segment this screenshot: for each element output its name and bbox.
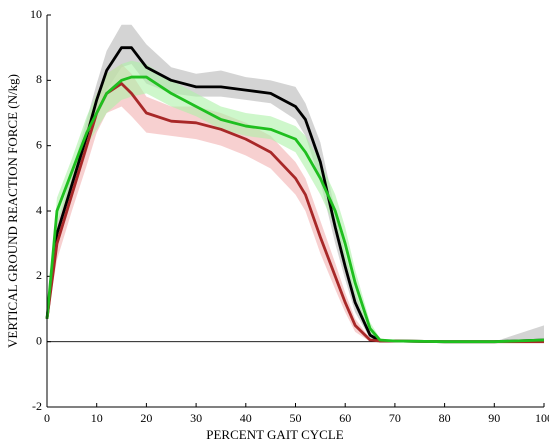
x-tick-label: 20 (140, 411, 152, 425)
x-tick-label: 30 (190, 411, 202, 425)
x-tick-label: 70 (389, 411, 401, 425)
y-tick-label: 4 (36, 203, 42, 217)
x-tick-label: 100 (535, 411, 549, 425)
y-tick-label: 8 (36, 72, 42, 86)
confidence-band (47, 24, 544, 342)
y-axis-label: VERTICAL GROUND REACTION FORCE (N/kg) (5, 74, 20, 348)
y-tick-label: -2 (32, 399, 42, 413)
y-tick-label: 10 (30, 7, 42, 21)
confidence-band (47, 64, 544, 342)
y-tick-label: 6 (36, 137, 42, 151)
x-tick-label: 50 (290, 411, 302, 425)
series-line (45, 75, 545, 344)
x-axis-label: PERCENT GAIT CYCLE (206, 427, 344, 442)
series-line (45, 82, 544, 344)
y-tick-label: 2 (36, 268, 42, 282)
x-tick-label: 60 (339, 411, 351, 425)
x-tick-label: 40 (240, 411, 252, 425)
x-tick-label: 10 (91, 411, 103, 425)
x-tick-label: 90 (488, 411, 500, 425)
x-tick-label: 0 (44, 411, 50, 425)
y-tick-label: 0 (36, 333, 42, 347)
x-tick-label: 80 (439, 411, 451, 425)
